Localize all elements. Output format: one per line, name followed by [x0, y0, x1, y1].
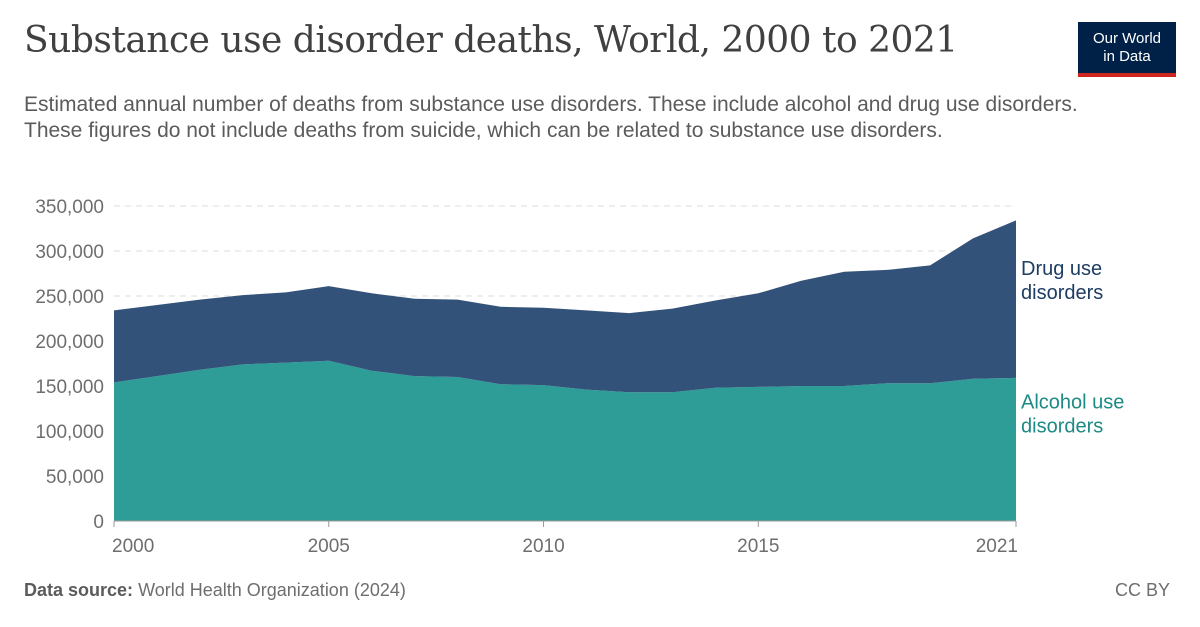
area-alcohol-use-disorders[interactable]	[114, 360, 1016, 521]
y-tick-label: 200,000	[35, 332, 104, 353]
chart-subtitle: Estimated annual number of deaths from s…	[24, 93, 1078, 142]
x-tick-label: 2005	[308, 536, 350, 557]
y-tick-label: 100,000	[35, 422, 104, 443]
area-series[interactable]	[114, 220, 1016, 521]
x-tick-label: 2015	[737, 536, 779, 557]
data-source-label: Data source:	[24, 580, 134, 600]
logo-line-2: in Data	[1103, 48, 1151, 65]
chart-title: Substance use disorder deaths, World, 20…	[24, 20, 958, 61]
x-tick-label: 2010	[522, 536, 564, 557]
license-label[interactable]: CC BY	[1114, 580, 1170, 600]
x-tick-label: 2021	[976, 536, 1018, 557]
data-source-text[interactable]: World Health Organization (2024)	[138, 580, 406, 600]
y-tick-label: 0	[93, 512, 104, 533]
y-tick-label: 50,000	[46, 467, 104, 488]
y-tick-label: 150,000	[35, 377, 104, 398]
series-label-alcohol-use: Alcohol use disorders	[1021, 392, 1124, 438]
y-tick-label: 250,000	[35, 287, 104, 308]
series-label-drug-use: Drug use disorders	[1021, 258, 1103, 304]
y-tick-label: 300,000	[35, 242, 104, 263]
data-source: Data source: World Health Organization (…	[24, 580, 406, 601]
area-drug-use-disorders[interactable]	[114, 220, 1016, 393]
x-tick-label: 2000	[112, 536, 154, 557]
logo-line-1: Our World	[1092, 30, 1162, 47]
y-tick-label: 350,000	[35, 197, 104, 218]
x-axis: 2000 2005 2010 2015 2021	[112, 520, 1018, 557]
series-labels: Drug use disorders Alcohol use disorders	[1021, 258, 1124, 438]
owid-logo[interactable]: Our World in Data	[1078, 22, 1176, 77]
y-axis: 0 50,000 100,000 150,000 200,000 250,000 300,0…	[35, 197, 104, 533]
